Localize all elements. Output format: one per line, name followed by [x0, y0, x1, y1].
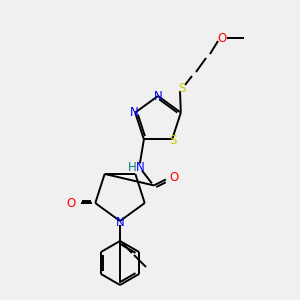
Text: N: N [116, 217, 124, 230]
Text: N: N [130, 106, 139, 119]
Text: S: S [178, 82, 186, 94]
Text: O: O [67, 196, 76, 210]
Text: S: S [169, 134, 177, 147]
Text: O: O [218, 32, 226, 44]
Text: H: H [128, 161, 136, 174]
Text: O: O [169, 171, 178, 184]
Text: N: N [136, 161, 144, 174]
Text: N: N [154, 89, 162, 103]
